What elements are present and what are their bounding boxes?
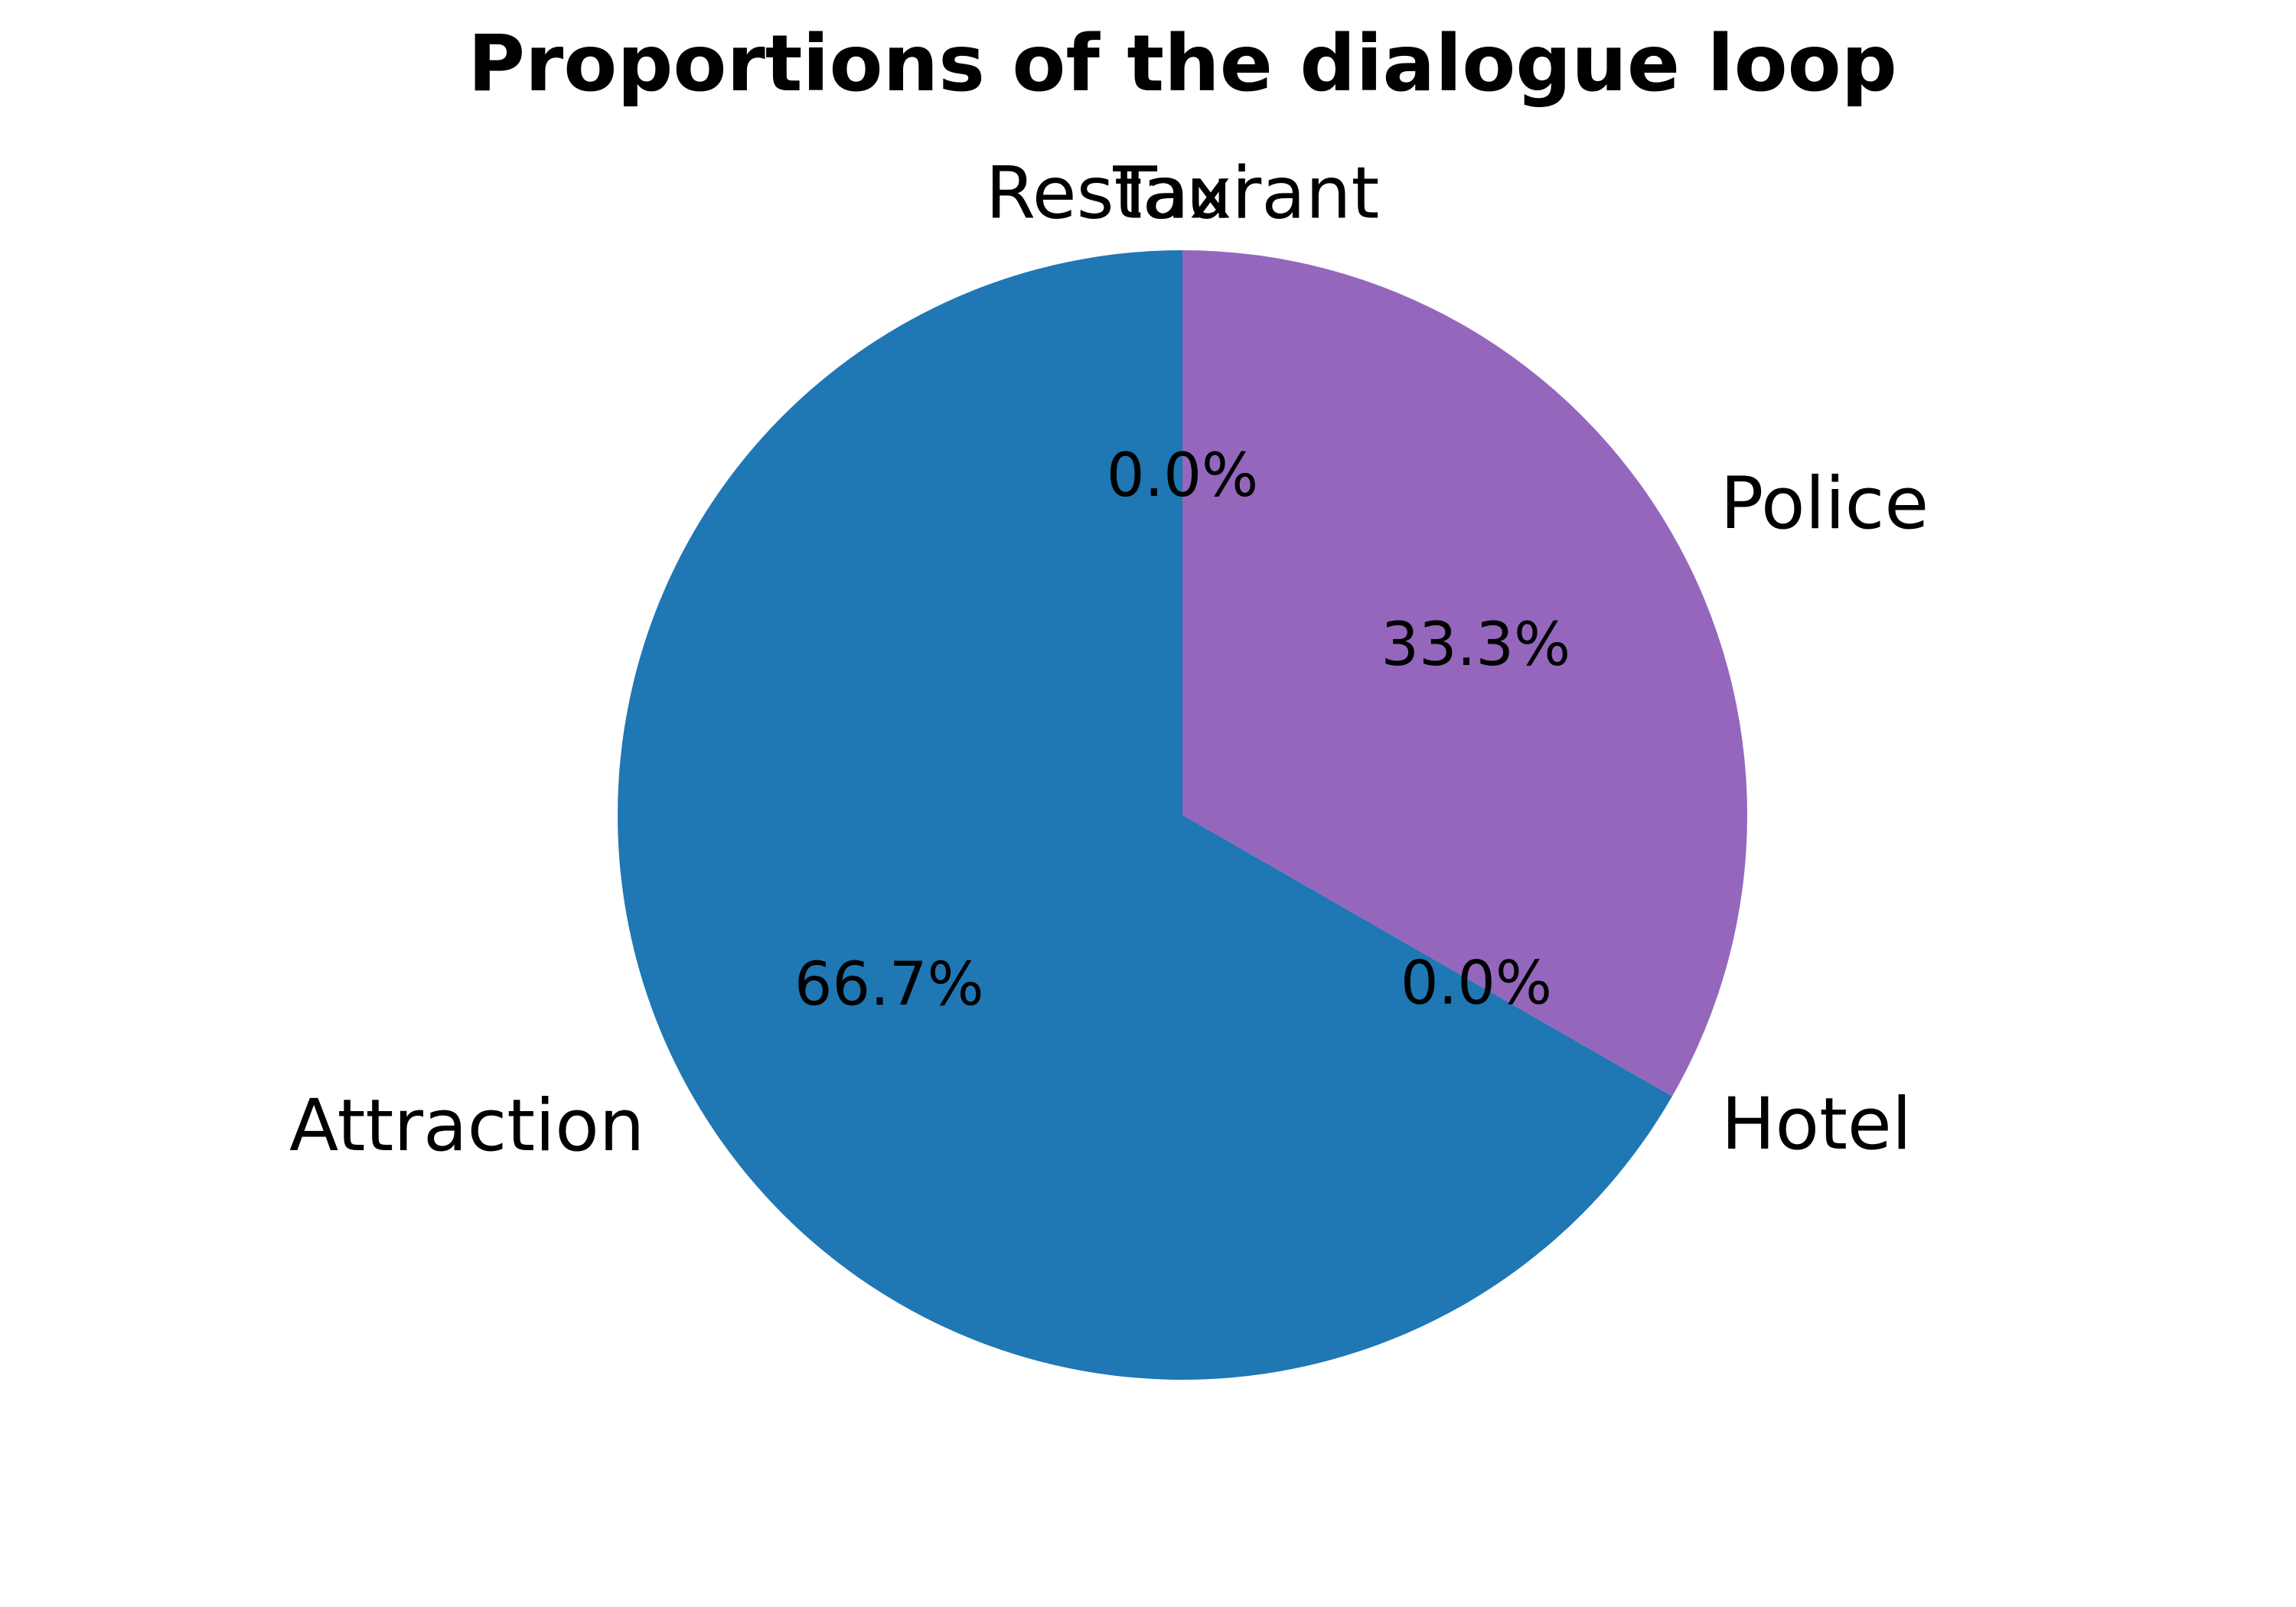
pie-slices (618, 250, 1747, 1380)
pct-label-attraction: 66.7% (794, 950, 984, 1019)
pct-label-hotel: 0.0% (1401, 950, 1552, 1019)
pie-labels: Attraction 66.7% Hotel 0.0% Police 33.3% Resta… (289, 152, 1929, 1168)
slice-label-police: Police (1720, 462, 1929, 546)
slice-label-hotel: Hotel (1721, 1083, 1912, 1166)
slice-label-restaurant: Restaurant (986, 152, 1380, 236)
slice-label-taxi: Taxi (1112, 152, 1251, 236)
pct-label-police: 33.3% (1381, 611, 1570, 680)
slice-label-attraction: Attraction (289, 1084, 644, 1168)
pie-slice-police (1182, 250, 1747, 1097)
pct-label-restaurant: 0.0% (1107, 442, 1258, 510)
pct-label-taxi: 0.0% (1107, 442, 1258, 510)
pie-slice-attraction (618, 250, 1672, 1380)
chart-title: Proportions of the dialogue loop (468, 18, 1896, 109)
